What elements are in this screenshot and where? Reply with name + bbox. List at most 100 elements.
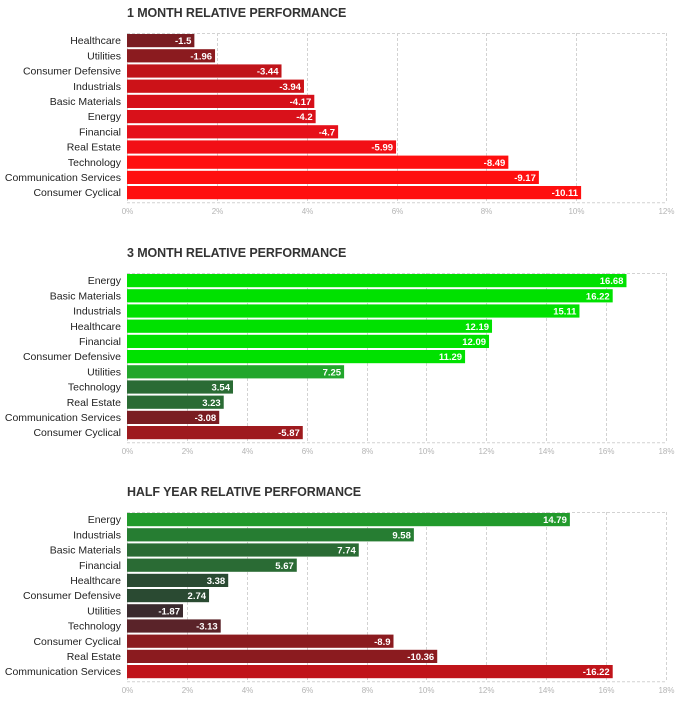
bar-value-label: -5.87 — [278, 428, 300, 439]
x-tick-label: 0% — [122, 447, 134, 456]
category-label: Real Estate — [67, 397, 121, 409]
bar-value-label: 16.68 — [600, 276, 624, 287]
category-label: Utilities — [87, 605, 121, 617]
x-tick-label: 4% — [242, 686, 254, 695]
x-tick-label: 4% — [302, 207, 314, 216]
category-label: Financial — [79, 560, 121, 572]
bar — [127, 380, 234, 394]
chart-3-month-plot: 0% 2% 4% 6% 8% 10% 12% 14% 16% 18% 16.68 Energy 16.2… — [5, 273, 675, 456]
x-tick-label: 0% — [122, 207, 134, 216]
bar-value-label: -5.99 — [371, 143, 393, 154]
category-label: Utilities — [87, 50, 121, 62]
x-tick-label: 0% — [122, 686, 134, 695]
bar-value-label: 7.74 — [337, 546, 356, 557]
x-tick-label: 6% — [302, 686, 314, 695]
category-label: Consumer Cyclical — [33, 187, 121, 199]
x-tick-label: 10% — [418, 686, 434, 695]
bar-value-label: -3.44 — [257, 67, 279, 78]
bar-value-label: 9.58 — [392, 530, 411, 541]
bar-value-label: 5.67 — [275, 561, 294, 572]
chart-title: 1 MONTH RELATIVE PERFORMANCE — [127, 6, 347, 20]
x-tick-label: 18% — [658, 686, 674, 695]
bar — [127, 558, 297, 572]
bar — [127, 155, 509, 169]
bar — [127, 319, 493, 333]
x-tick-label: 16% — [598, 686, 614, 695]
x-tick-label: 4% — [242, 447, 254, 456]
bar — [127, 334, 490, 348]
chart-1-month-plot: 0% 2% 4% 6% 8% 10% 12% -1.5 Healthcare -1.96 Utili… — [5, 33, 675, 216]
category-label: Consumer Defensive — [23, 66, 121, 78]
bar — [127, 49, 216, 63]
category-label: Communication Services — [5, 666, 121, 678]
bar — [127, 649, 438, 663]
bar-value-label: 12.09 — [462, 337, 486, 348]
category-label: Consumer Defensive — [23, 351, 121, 363]
x-tick-label: 8% — [481, 207, 493, 216]
x-tick-label: 18% — [658, 447, 674, 456]
bar-value-label: 11.29 — [439, 352, 462, 363]
category-label: Consumer Defensive — [23, 590, 121, 602]
bar — [127, 110, 316, 124]
bar — [127, 665, 613, 679]
bar-value-label: 7.25 — [323, 367, 342, 378]
bar-value-label: -10.36 — [407, 652, 434, 663]
bar — [127, 543, 359, 557]
bar-value-label: 15.11 — [553, 307, 577, 318]
bar-value-label: 2.74 — [188, 591, 207, 602]
x-tick-label: 16% — [598, 447, 614, 456]
bar — [127, 410, 220, 424]
bar — [127, 365, 345, 379]
x-tick-label: 10% — [568, 207, 584, 216]
category-label: Technology — [68, 157, 122, 169]
bar — [127, 350, 466, 364]
bar — [127, 573, 229, 587]
x-tick-label: 6% — [392, 207, 404, 216]
bar-value-label: -3.08 — [195, 413, 217, 424]
category-label: Industrials — [73, 81, 121, 93]
category-label: Real Estate — [67, 651, 121, 663]
category-label: Basic Materials — [50, 96, 121, 108]
x-tick-label: 12% — [658, 207, 674, 216]
category-label: Energy — [88, 275, 122, 287]
chart-title: HALF YEAR RELATIVE PERFORMANCE — [127, 485, 362, 499]
bar — [127, 395, 224, 409]
bar — [127, 426, 303, 440]
bar — [127, 619, 221, 633]
category-label: Healthcare — [70, 35, 121, 47]
bar — [127, 274, 627, 288]
bar — [127, 140, 397, 154]
category-label: Financial — [79, 126, 121, 138]
category-label: Energy — [88, 111, 122, 123]
bar-value-label: -4.7 — [319, 127, 335, 138]
x-tick-label: 8% — [362, 447, 374, 456]
category-label: Utilities — [87, 366, 121, 378]
category-label: Industrials — [73, 306, 121, 318]
bar-value-label: 3.54 — [212, 383, 231, 394]
bar-value-label: -1.96 — [190, 51, 212, 62]
category-label: Technology — [68, 382, 122, 394]
bar — [127, 604, 183, 618]
category-label: Basic Materials — [50, 290, 121, 302]
bar — [127, 186, 582, 200]
x-tick-label: 2% — [212, 207, 224, 216]
category-label: Industrials — [73, 529, 121, 541]
bar-value-label: -8.9 — [374, 637, 390, 648]
x-tick-label: 14% — [538, 447, 554, 456]
bar-value-label: -3.13 — [196, 622, 218, 633]
category-label: Energy — [88, 514, 122, 526]
bar-value-label: -1.5 — [175, 36, 192, 47]
bar-value-label: -8.49 — [484, 158, 506, 169]
x-tick-label: 2% — [182, 686, 194, 695]
x-tick-label: 8% — [362, 686, 374, 695]
bar-value-label: -9.17 — [514, 173, 536, 184]
bar-value-label: -1.87 — [158, 606, 180, 617]
bar — [127, 513, 570, 527]
bar — [127, 34, 195, 48]
category-label: Healthcare — [70, 575, 121, 587]
bar — [127, 289, 613, 303]
x-tick-label: 2% — [182, 447, 194, 456]
x-tick-label: 12% — [478, 686, 494, 695]
bar — [127, 125, 339, 139]
